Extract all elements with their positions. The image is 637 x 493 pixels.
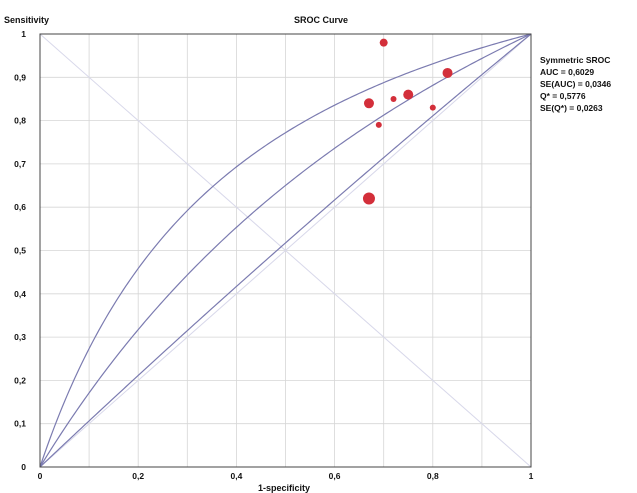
y-tick-label: 0,5 [14,246,26,256]
x-tick-label: 0,8 [427,471,439,481]
study-point [390,95,397,102]
data-points [362,38,453,205]
summary-heading: Symmetric SROC [540,55,610,65]
study-point [403,89,414,100]
chart-title: SROC Curve [294,15,348,25]
y-tick-label: 0,7 [14,159,26,169]
x-tick-label: 0,6 [329,471,341,481]
x-tick-label: 0,4 [230,471,242,481]
x-axis-label: 1-specificity [258,483,310,493]
y-tick-labels: 0 0,1 0,2 0,3 0,4 0,5 0,6 0,7 0,8 0,9 1 [14,29,26,472]
summary-se-q-star: SE(Q*) = 0,0263 [540,103,603,113]
anti-diagonal [39,33,532,468]
y-tick-label: 0 [21,462,26,472]
reference-lines [39,33,532,468]
x-tick-labels: 0 0,2 0,4 0,6 0,8 1 [38,471,534,481]
summary-statistics: Symmetric SROC AUC = 0,6029 SE(AUC) = 0,… [540,55,611,113]
x-tick-label: 1 [529,471,534,481]
sroc-lower-ci-curve [39,33,532,468]
study-point [379,38,388,47]
study-point [362,192,375,205]
y-tick-label: 0,1 [14,419,26,429]
study-point [375,121,382,128]
study-point [442,67,453,78]
study-point [363,98,374,109]
x-tick-label: 0 [38,471,43,481]
y-tick-label: 0,9 [14,72,26,82]
study-point [429,104,436,111]
y-tick-label: 0,3 [14,332,26,342]
y-tick-label: 0,2 [14,375,26,385]
y-tick-label: 0,4 [14,289,26,299]
plot-frame [39,33,532,468]
summary-se-auc: SE(AUC) = 0,0346 [540,79,611,89]
summary-auc: AUC = 0,6029 [540,67,594,77]
y-tick-label: 0,6 [14,202,26,212]
x-tick-label: 0,2 [132,471,144,481]
y-axis-label: Sensitivity [4,15,49,25]
summary-q-star: Q* = 0,5776 [540,91,586,101]
y-tick-label: 1 [21,29,26,39]
sroc-upper-ci-curve [39,33,532,468]
y-tick-label: 0,8 [14,116,26,126]
